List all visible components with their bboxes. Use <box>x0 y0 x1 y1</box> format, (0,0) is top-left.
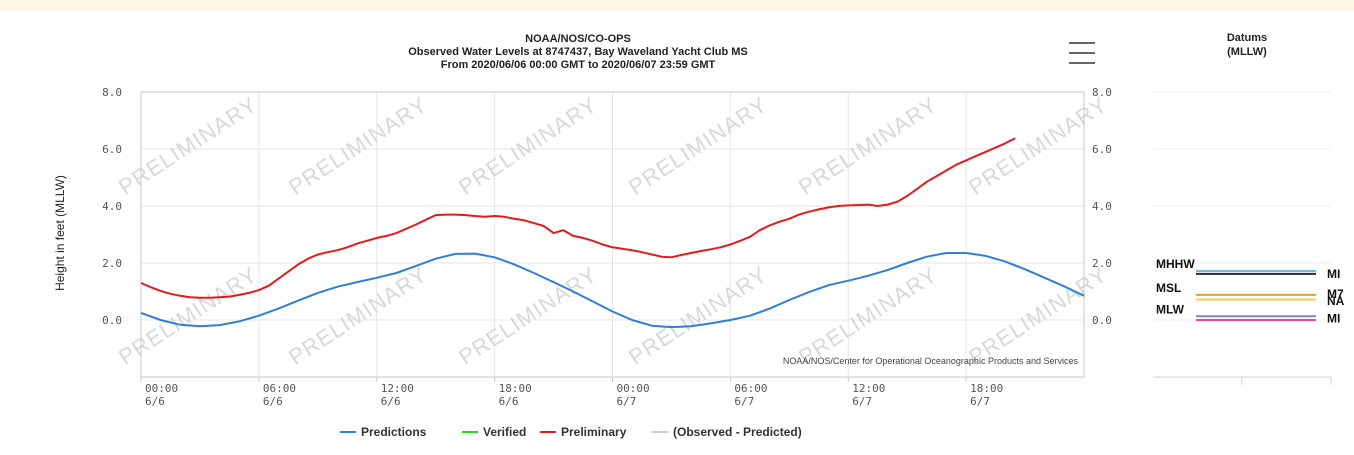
watermark-text: PRELIMINARY <box>284 92 432 200</box>
chart-date-range: From 2020/06/06 00:00 GMT to 2020/06/07 … <box>441 59 716 71</box>
datums-grid <box>1153 91 1332 385</box>
watermark-text: PRELIMINARY <box>284 262 432 370</box>
datum-right-label: MI <box>1327 312 1340 326</box>
watermark-text: PRELIMINARY <box>624 92 772 200</box>
watermark-text: PRELIMINARY <box>964 92 1112 200</box>
watermark-text: PRELIMINARY <box>454 262 602 370</box>
series-layer <box>140 137 1085 329</box>
x-tick-date: 6/6 <box>263 395 283 408</box>
legend-item[interactable]: (Observed - Predicted) <box>652 425 802 439</box>
plot-area: PRELIMINARY PRELIMINARY PRELIMINARY PRELIMI… <box>114 91 1112 378</box>
datum-right-label: NA <box>1327 294 1345 308</box>
x-tick-time: 12:00 <box>381 382 414 395</box>
x-tick-date: 6/7 <box>734 395 754 408</box>
watermark-text: PRELIMINARY <box>454 92 602 200</box>
y-axis-left: 8.0 6.0 4.0 2.0 0.0 <box>102 86 122 327</box>
y-axis-label: Height in feet (MLLW) <box>53 175 67 291</box>
y-tick-label-right: 4.0 <box>1092 200 1112 213</box>
legend-item[interactable]: Verified <box>462 425 526 439</box>
legend-label: (Observed - Predicted) <box>673 425 802 439</box>
watermark-text: PRELIMINARY <box>964 262 1112 370</box>
x-tick-time: 18:00 <box>499 382 532 395</box>
datums-title: Datums <box>1227 32 1267 44</box>
datum-right-label: M7 <box>1327 287 1344 301</box>
legend-label: Verified <box>483 425 526 439</box>
grid-lines <box>140 91 1084 377</box>
x-tick-time: 18:00 <box>970 382 1003 395</box>
chart-subtitle: Observed Water Levels at 8747437, Bay Wa… <box>408 46 748 58</box>
x-tick-date: 6/7 <box>852 395 872 408</box>
y-tick-label-right: 2.0 <box>1092 257 1112 270</box>
watermark-text: PRELIMINARY <box>114 262 262 370</box>
x-tick-time: 00:00 <box>617 382 650 395</box>
top-banner-strip <box>0 0 1354 10</box>
x-tick-date: 6/7 <box>970 395 990 408</box>
datum-label: MHHW <box>1156 257 1195 271</box>
legend: Predictions Verified Preliminary (Observed … <box>340 425 802 439</box>
y-tick-label: 6.0 <box>102 143 122 156</box>
x-tick-date: 6/6 <box>145 395 165 408</box>
y-tick-label: 2.0 <box>102 257 122 270</box>
y-tick-label-right: 6.0 <box>1092 143 1112 156</box>
y-tick-label-right: 8.0 <box>1092 86 1112 99</box>
datum-right-label: MI <box>1327 267 1340 281</box>
x-tick-time: 12:00 <box>852 382 885 395</box>
x-tick-time: 06:00 <box>263 382 296 395</box>
x-tick-date: 6/6 <box>381 395 401 408</box>
y-tick-label: 4.0 <box>102 200 122 213</box>
y-axis-right: 8.0 6.0 4.0 2.0 0.0 <box>1092 86 1112 327</box>
y-tick-label: 0.0 <box>102 314 122 327</box>
x-axis: 00:006/606:006/612:006/618:006/600:006/7… <box>140 377 1003 408</box>
x-tick-date: 6/7 <box>617 395 637 408</box>
watermark-text: PRELIMINARY <box>114 92 262 200</box>
legend-item[interactable]: Predictions <box>340 425 427 439</box>
hamburger-menu-icon[interactable] <box>1066 38 1096 68</box>
legend-label: Predictions <box>361 425 427 439</box>
x-tick-time: 06:00 <box>734 382 767 395</box>
series-line-preliminary <box>140 137 1016 299</box>
legend-item[interactable]: Preliminary <box>540 425 627 439</box>
watermark-text: PRELIMINARY <box>794 262 942 370</box>
y-tick-label-right: 0.0 <box>1092 314 1112 327</box>
legend-label: Preliminary <box>561 425 627 439</box>
watermark-text: PRELIMINARY <box>794 92 942 200</box>
chart-title: NOAA/NOS/CO-OPS <box>525 33 631 45</box>
y-tick-label: 8.0 <box>102 86 122 99</box>
datums-subtitle: (MLLW) <box>1227 46 1267 58</box>
series-line-predictions <box>140 252 1085 329</box>
datum-label: MSL <box>1156 281 1181 295</box>
x-tick-time: 00:00 <box>145 382 178 395</box>
datum-label: MLW <box>1156 302 1185 316</box>
credit-text: NOAA/NOS/Center for Operational Oceanogr… <box>783 356 1079 366</box>
x-tick-date: 6/6 <box>499 395 519 408</box>
